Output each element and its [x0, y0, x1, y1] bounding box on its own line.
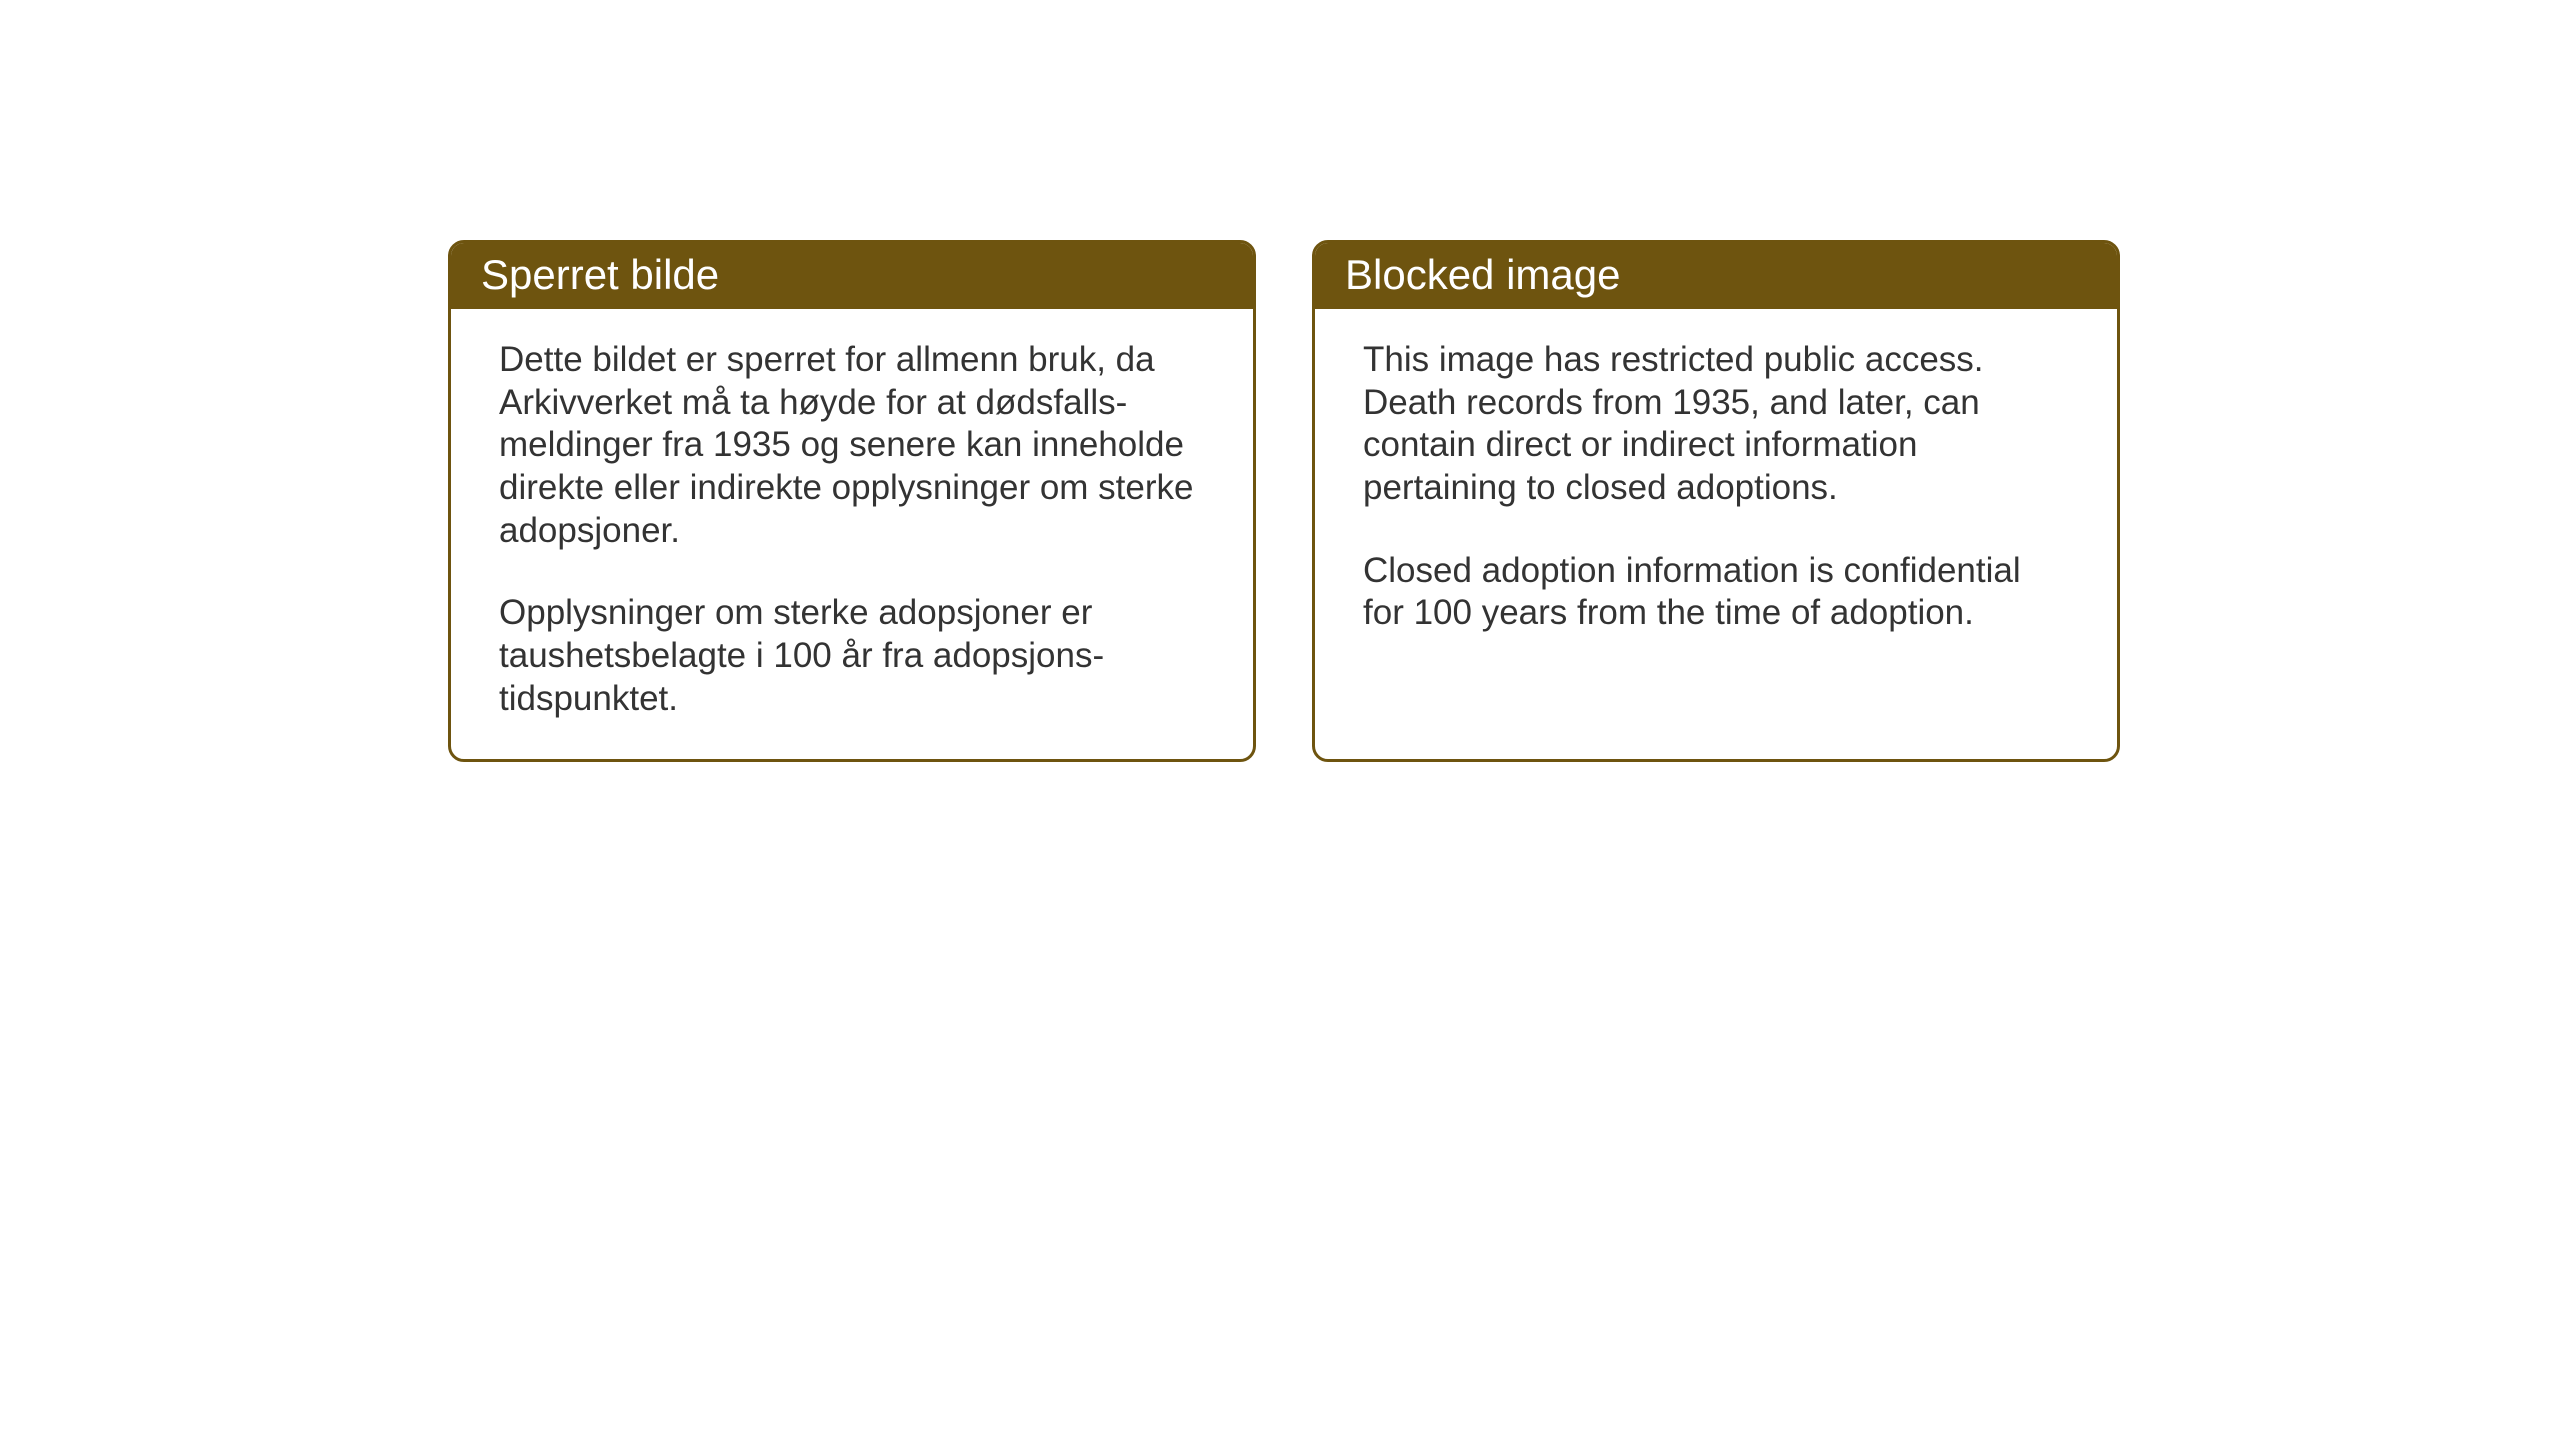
card-body-en: This image has restricted public access.…	[1315, 309, 2117, 673]
card-norwegian: Sperret bilde Dette bildet er sperret fo…	[448, 240, 1256, 762]
cards-container: Sperret bilde Dette bildet er sperret fo…	[0, 0, 2560, 762]
card-no-paragraph-1: Dette bildet er sperret for allmenn bruk…	[499, 339, 1205, 552]
card-en-paragraph-1: This image has restricted public access.…	[1363, 339, 2069, 510]
card-header-no: Sperret bilde	[451, 243, 1253, 309]
card-body-no: Dette bildet er sperret for allmenn bruk…	[451, 309, 1253, 759]
card-en-paragraph-2: Closed adoption information is confident…	[1363, 550, 2069, 635]
card-english: Blocked image This image has restricted …	[1312, 240, 2120, 762]
card-no-paragraph-2: Opplysninger om sterke adopsjoner er tau…	[499, 592, 1205, 720]
card-header-en: Blocked image	[1315, 243, 2117, 309]
